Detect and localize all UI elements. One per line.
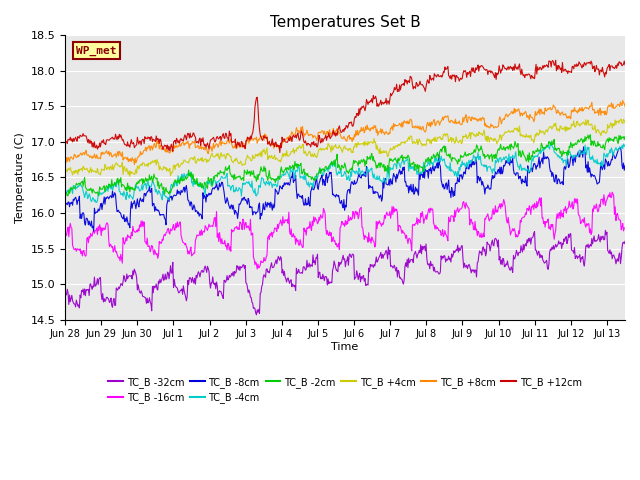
Legend: TC_B -32cm, TC_B -16cm, TC_B -8cm, TC_B -4cm, TC_B -2cm, TC_B +4cm, TC_B +8cm, T: TC_B -32cm, TC_B -16cm, TC_B -8cm, TC_B … (104, 373, 586, 408)
X-axis label: Time: Time (332, 342, 358, 352)
Y-axis label: Temperature (C): Temperature (C) (15, 132, 25, 223)
Title: Temperatures Set B: Temperatures Set B (269, 15, 420, 30)
Text: WP_met: WP_met (76, 46, 116, 56)
